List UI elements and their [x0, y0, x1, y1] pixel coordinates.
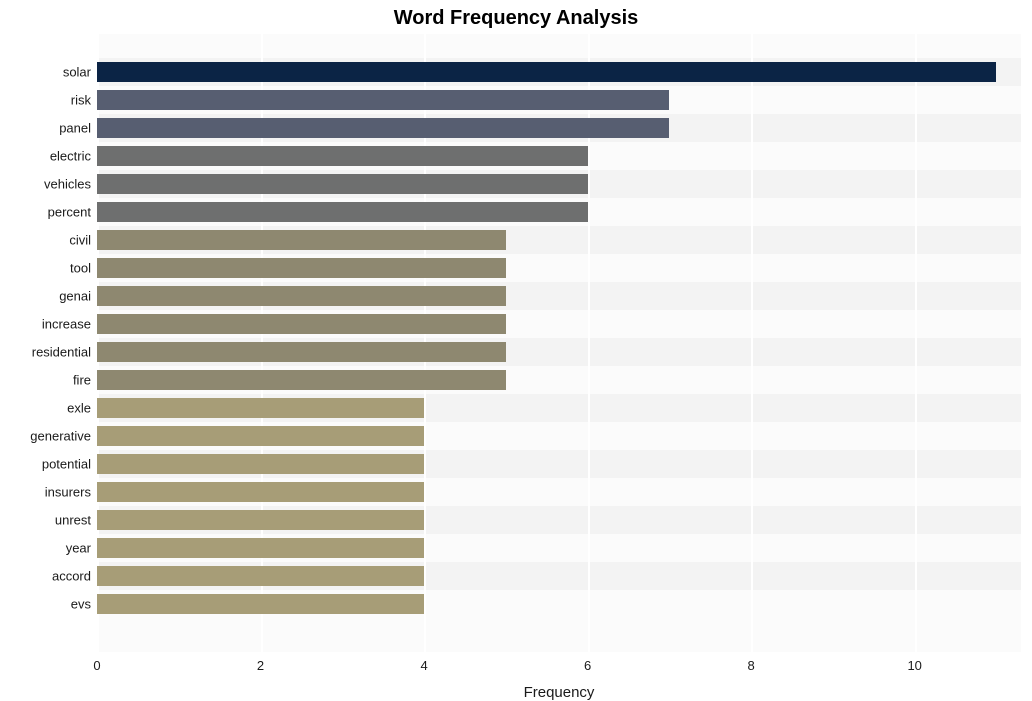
bar	[97, 482, 424, 502]
y-tick-label: potential	[42, 458, 97, 471]
y-tick-label: genai	[59, 290, 97, 303]
y-tick-label: generative	[30, 430, 97, 443]
y-tick-label: percent	[48, 206, 97, 219]
y-tick-label: civil	[69, 234, 97, 247]
row-stripe	[97, 618, 1021, 652]
bar	[97, 370, 506, 390]
gridline	[915, 34, 917, 652]
bar	[97, 174, 588, 194]
x-axis-label: Frequency	[97, 652, 1021, 701]
x-tick-label: 0	[93, 652, 100, 673]
x-tick-label: 10	[907, 652, 921, 673]
bar	[97, 594, 424, 614]
x-tick-label: 4	[420, 652, 427, 673]
y-tick-label: unrest	[55, 514, 97, 527]
bar	[97, 426, 424, 446]
bar	[97, 118, 669, 138]
y-tick-label: fire	[73, 374, 97, 387]
bar	[97, 398, 424, 418]
plot-inner	[97, 34, 1021, 652]
y-tick-label: tool	[70, 262, 97, 275]
y-tick-label: exle	[67, 402, 97, 415]
x-tick-label: 8	[748, 652, 755, 673]
bar	[97, 146, 588, 166]
bar	[97, 510, 424, 530]
x-tick-label: 2	[257, 652, 264, 673]
y-tick-label: electric	[50, 150, 97, 163]
bar	[97, 454, 424, 474]
plot-area: Frequency 0246810solarriskpanelelectricv…	[97, 34, 1021, 652]
y-tick-label: risk	[71, 94, 97, 107]
row-stripe	[97, 34, 1021, 58]
y-tick-label: accord	[52, 570, 97, 583]
bar	[97, 314, 506, 334]
bar	[97, 342, 506, 362]
bar	[97, 202, 588, 222]
y-tick-label: residential	[32, 346, 97, 359]
x-tick-label: 6	[584, 652, 591, 673]
y-tick-label: insurers	[45, 486, 97, 499]
bar	[97, 286, 506, 306]
y-tick-label: evs	[71, 598, 97, 611]
bar	[97, 90, 669, 110]
chart-title: Word Frequency Analysis	[0, 7, 1032, 30]
y-tick-label: solar	[63, 66, 97, 79]
chart-container: Word Frequency Analysis Frequency 024681…	[0, 0, 1032, 701]
bar	[97, 258, 506, 278]
y-tick-label: increase	[42, 318, 97, 331]
bar	[97, 566, 424, 586]
gridline	[751, 34, 753, 652]
y-tick-label: panel	[59, 122, 97, 135]
bar	[97, 538, 424, 558]
bar	[97, 230, 506, 250]
y-tick-label: vehicles	[44, 178, 97, 191]
y-tick-label: year	[66, 542, 97, 555]
bar	[97, 62, 996, 82]
